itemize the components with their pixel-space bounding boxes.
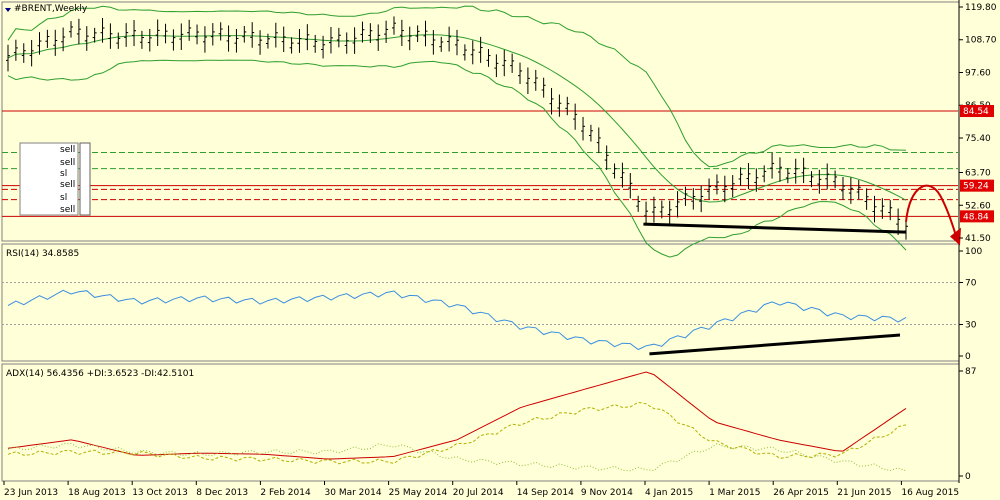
adx-panel[interactable]	[1, 363, 960, 482]
trade-label: sl	[60, 193, 67, 203]
axis-layer: 23 Jun 2013 18 Aug 2013 13 Oct 2013 8 Dec 2…	[3, 3, 997, 498]
level-tag-value: 84.54	[963, 107, 989, 117]
upper-band	[7, 5, 907, 168]
x-axis-label: 14 Sep 2014	[517, 488, 574, 498]
forecast-arrowhead	[950, 227, 961, 246]
adx-series-line	[7, 371, 907, 460]
price-axis-label: 63.70	[965, 169, 991, 179]
adx-series-line	[7, 442, 907, 472]
price-axis-label: 97.60	[965, 68, 991, 78]
triangle-down-icon[interactable]	[5, 8, 11, 12]
x-axis-label: 18 Aug 2013	[68, 488, 126, 498]
adx-label: ADX(14) 56.4356 +DI:3.6523 -DI:42.5101	[6, 369, 194, 379]
lower-band	[7, 59, 907, 258]
rsi-label: RSI(14) 34.8585	[6, 249, 79, 259]
x-axis-label: 9 Nov 2014	[581, 488, 633, 498]
price-axis-label: 119.80	[965, 3, 997, 13]
trade-label: sell	[60, 145, 75, 155]
rsi-line	[7, 289, 907, 351]
rsi-layer	[2, 282, 958, 356]
x-axis-label: 26 Apr 2015	[773, 488, 829, 498]
trade-labels-box: sell sell sell sl sl sell	[19, 142, 91, 216]
adx-axis-label: 87	[965, 367, 976, 377]
x-axis-label: 4 Jan 2015	[645, 488, 693, 498]
rsi-axis-label: 30	[965, 321, 977, 331]
trade-label: sl	[60, 169, 67, 179]
trade-label: sell	[60, 158, 75, 168]
price-axis-label: 108.70	[965, 36, 997, 46]
x-axis-label: 8 Dec 2013	[196, 488, 248, 498]
level-tag	[960, 210, 994, 223]
x-axis-label: 23 Jun 2013	[4, 488, 58, 498]
x-axis-label: 2 Feb 2014	[260, 488, 311, 498]
x-axis-label: 20 Jul 2014	[453, 488, 504, 498]
rsi-axis-label: 70	[965, 279, 977, 289]
rsi-axis-label: 100	[965, 247, 982, 257]
x-axis-label: 13 Oct 2013	[132, 488, 188, 498]
forecast-arrow	[905, 184, 959, 243]
chart-title: #BRENT,Weekly	[14, 4, 88, 14]
adx-layer	[7, 371, 907, 472]
x-axis-label: 30 Mar 2014	[325, 488, 382, 498]
x-axis-label: 25 May 2014	[389, 488, 448, 498]
price-axis-label: 52.60	[965, 201, 991, 211]
level-tag-value: 59.24	[963, 182, 989, 192]
trade-label: sell	[60, 180, 75, 190]
x-axis-label: 1 Mar 2015	[709, 488, 760, 498]
x-axis-label: 16 Aug 2015	[901, 488, 959, 498]
adx-axis-label: 0	[965, 472, 971, 482]
adx-series-line	[7, 401, 907, 465]
middle-band	[7, 34, 907, 203]
level-tag-value: 48.84	[963, 212, 989, 222]
price-axis-label: 41.50	[965, 234, 991, 244]
level-tag	[960, 105, 994, 118]
price-layer	[2, 5, 961, 258]
trade-label: sell	[60, 205, 75, 215]
x-axis-label: 21 Jun 2015	[837, 488, 891, 498]
price-trendline	[643, 222, 907, 234]
level-tag	[960, 179, 994, 192]
rsi-axis-label: 0	[965, 352, 971, 362]
rsi-trendline	[649, 333, 901, 356]
price-axis-label: 75.40	[965, 134, 991, 144]
